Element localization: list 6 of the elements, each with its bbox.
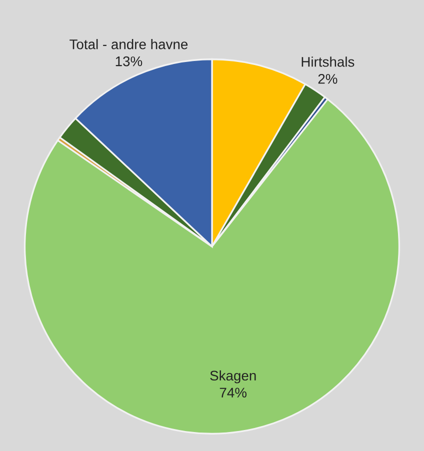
slice-label: Total - andre havne	[70, 39, 188, 50]
data-label: 13%	[116, 56, 142, 66]
data-label: 74%	[220, 388, 246, 398]
slice-label: Skagen	[210, 370, 256, 384]
slice-label: Hirtshals	[302, 56, 354, 67]
data-label: 2%	[318, 74, 338, 84]
